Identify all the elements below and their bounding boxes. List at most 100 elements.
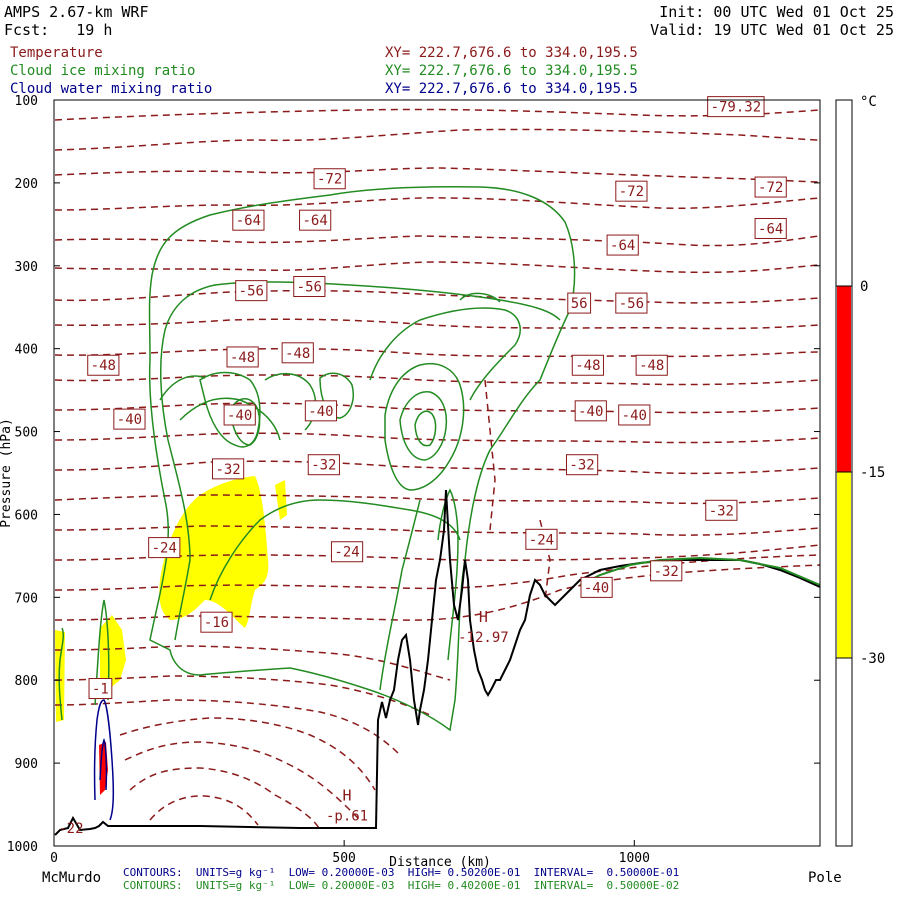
svg-text:-24: -24 bbox=[529, 532, 554, 548]
temperature-label: -48 bbox=[635, 354, 668, 376]
extremum-mark: H bbox=[479, 608, 488, 626]
svg-text:-40: -40 bbox=[117, 412, 142, 428]
y-tick-label: 700 bbox=[15, 591, 38, 606]
svg-text:-32: -32 bbox=[654, 564, 679, 580]
svg-text:-24: -24 bbox=[152, 541, 177, 557]
svg-text:-48: -48 bbox=[639, 358, 664, 374]
svg-text:-32: -32 bbox=[215, 462, 240, 478]
colorbar-segment bbox=[837, 286, 851, 472]
y-tick-label: 300 bbox=[15, 260, 38, 275]
x-axis-label: Distance (km) bbox=[389, 855, 491, 870]
extremum-value: -22 bbox=[58, 821, 83, 837]
svg-text:-40: -40 bbox=[578, 404, 603, 420]
svg-text:-79.32: -79.32 bbox=[711, 100, 762, 116]
cloud-ice-contours bbox=[58, 186, 576, 732]
svg-text:-56: -56 bbox=[239, 284, 264, 300]
terrain-line bbox=[54, 489, 821, 836]
svg-text:-56: -56 bbox=[619, 296, 644, 312]
svg-text:-48: -48 bbox=[91, 358, 116, 374]
extremum-value: -12.97 bbox=[458, 630, 509, 646]
x-tick-label: 0 bbox=[50, 851, 58, 866]
temperature-label: -64 bbox=[754, 217, 787, 239]
temperature-label: -16 bbox=[200, 611, 233, 633]
temperature-label: -56 bbox=[615, 292, 648, 314]
temperature-label: -32 bbox=[211, 458, 245, 480]
y-tick-label: 800 bbox=[15, 674, 38, 689]
colorbar-tick-label: -30 bbox=[860, 651, 885, 667]
temperature-label: -79.32 bbox=[707, 96, 765, 118]
x-right-endpoint: Pole bbox=[808, 870, 842, 886]
x-axis: 0 500 1000 bbox=[50, 840, 650, 866]
temperature-label: -24 bbox=[525, 528, 558, 550]
y-axis: 100 200 300 400 500 600 700 800 900 1000 bbox=[7, 94, 820, 855]
temperature-contours bbox=[54, 108, 821, 831]
temperature-label: -64 bbox=[299, 209, 332, 231]
svg-text:-48: -48 bbox=[575, 358, 600, 374]
temperature-label: -40 bbox=[618, 404, 651, 426]
temperature-label: -72 bbox=[313, 168, 346, 190]
svg-text:-64: -64 bbox=[610, 238, 635, 254]
temperature-label: -1 bbox=[88, 678, 113, 700]
field-temperature-name: Temperature bbox=[10, 45, 103, 61]
svg-text:-1: -1 bbox=[92, 682, 109, 698]
svg-text:-64: -64 bbox=[302, 213, 327, 229]
field-cloud-ice-xy: XY= 222.7,676.6 to 334.0,195.5 bbox=[385, 63, 638, 79]
svg-text:-32: -32 bbox=[709, 503, 734, 519]
svg-text:-16: -16 bbox=[204, 615, 229, 631]
footer-water-contours: CONTOURS: UNITS=g kg⁻¹ LOW= 0.20000E-03 … bbox=[123, 866, 679, 879]
field-cloud-water-xy: XY= 222.7,676.6 to 334.0,195.5 bbox=[385, 81, 638, 97]
temperature-label: -72 bbox=[615, 180, 648, 202]
extremum-mark: H bbox=[343, 786, 352, 804]
temperature-label: -72 bbox=[754, 176, 787, 198]
temperature-label: -32 bbox=[307, 454, 340, 476]
init-time: Init: 00 UTC Wed 01 Oct 25 bbox=[659, 3, 894, 21]
svg-text:-48: -48 bbox=[285, 346, 310, 362]
svg-text:-72: -72 bbox=[619, 184, 644, 200]
plot-area: -79.32 -72 -72 -72 -64 -64 -64 -64 -56 -56 56 -56 -4… bbox=[54, 96, 821, 837]
temperature-label: -40 bbox=[580, 576, 613, 598]
temperature-label: -64 bbox=[232, 209, 265, 231]
svg-text:-40: -40 bbox=[308, 404, 333, 420]
svg-text:-24: -24 bbox=[334, 545, 359, 561]
temperature-label: -24 bbox=[148, 537, 181, 559]
svg-text:-48: -48 bbox=[230, 350, 255, 366]
y-tick-label: 500 bbox=[15, 426, 38, 441]
colorbar-unit: °C bbox=[860, 94, 877, 110]
temperature-label: -40 bbox=[223, 404, 256, 426]
svg-text:-32: -32 bbox=[311, 458, 336, 474]
svg-text:-32: -32 bbox=[569, 458, 594, 474]
y-tick-label: 1000 bbox=[7, 840, 38, 855]
field-cloud-ice-name: Cloud ice mixing ratio bbox=[10, 63, 195, 79]
model-title: AMPS 2.67-km WRF bbox=[4, 3, 149, 21]
temperature-label: -56 bbox=[235, 280, 268, 302]
extremum-value: -p.61 bbox=[326, 808, 368, 824]
svg-text:56: 56 bbox=[571, 296, 588, 312]
extrema-markers: H -p.61 H -12.97 -22 bbox=[58, 608, 508, 837]
colorbar: °C 0 -15 -30 bbox=[835, 94, 885, 847]
temperature-label: -64 bbox=[606, 234, 639, 256]
valid-time: Valid: 19 UTC Wed 01 Oct 25 bbox=[650, 21, 894, 39]
colorbar-segment bbox=[837, 472, 851, 658]
temperature-label: -32 bbox=[705, 499, 738, 521]
x-tick-label: 500 bbox=[332, 851, 355, 866]
colorbar-tick-label: -15 bbox=[860, 465, 885, 481]
temperature-label: -48 bbox=[226, 346, 259, 368]
temperature-label: -48 bbox=[281, 342, 314, 364]
svg-text:-40: -40 bbox=[227, 408, 252, 424]
temperature-label: -24 bbox=[330, 541, 364, 563]
svg-text:-72: -72 bbox=[758, 180, 783, 196]
forecast-hour: Fcst: 19 h bbox=[4, 21, 112, 39]
temperature-label: -56 bbox=[293, 276, 326, 297]
x-tick-label: 1000 bbox=[619, 851, 650, 866]
svg-text:-64: -64 bbox=[758, 221, 783, 237]
temperature-label: -48 bbox=[87, 354, 120, 376]
temperature-label: -40 bbox=[113, 408, 146, 430]
yellow-fill bbox=[55, 476, 287, 722]
temperature-label: -32 bbox=[650, 560, 683, 582]
y-tick-label: 900 bbox=[15, 757, 38, 772]
temperature-label: -48 bbox=[571, 354, 604, 376]
svg-text:-72: -72 bbox=[317, 172, 342, 188]
colorbar-tick-label: 0 bbox=[860, 279, 868, 295]
y-axis-label: Pressure (hPa) bbox=[0, 418, 14, 528]
